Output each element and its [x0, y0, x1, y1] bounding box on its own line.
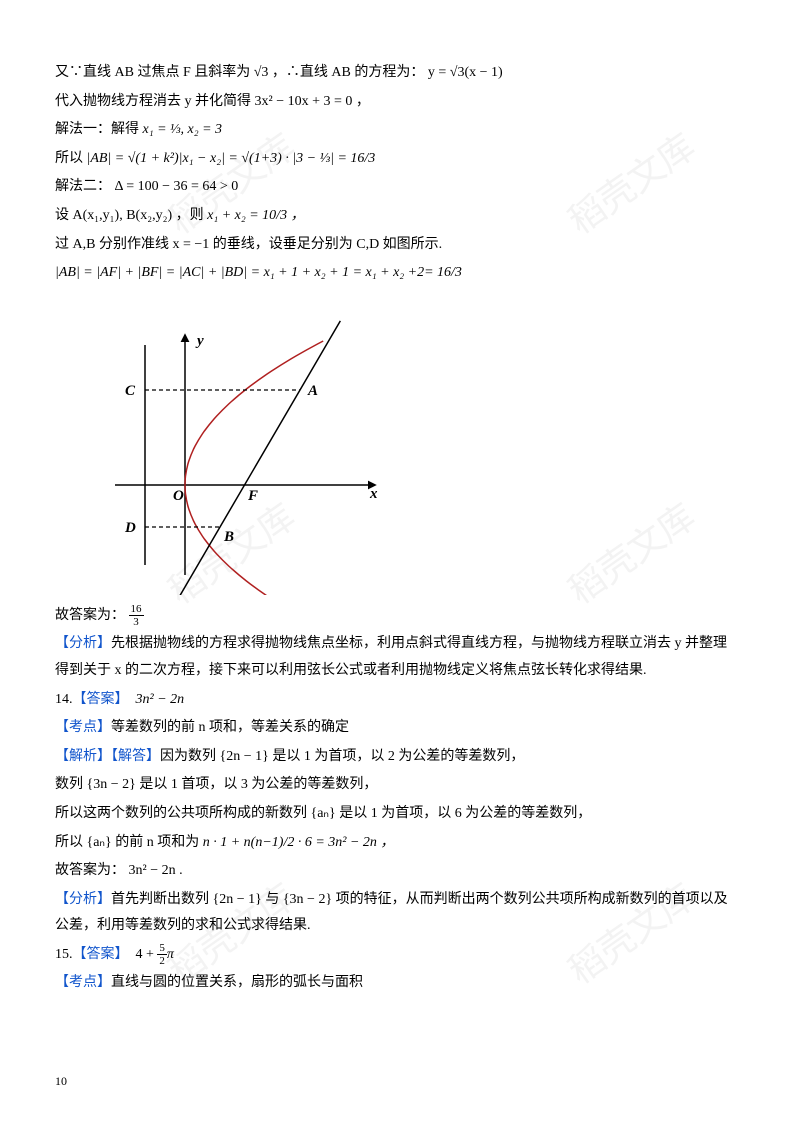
svg-text:F: F: [247, 488, 258, 504]
answer-label: 【答案】: [73, 947, 129, 962]
solution-text: 因为数列 {2n − 1} 是以 1 为首项，以 2 为公差的等差数列，: [160, 749, 524, 764]
q-number: 15.: [55, 947, 73, 962]
text-line: 数列 {3n − 2} 是以 1 首项，以 3 为公差的等差数列，: [55, 772, 739, 799]
frac-num: 16: [129, 603, 144, 616]
analysis-line: 【分析】先根据抛物线的方程求得抛物线焦点坐标，利用点斜式得直线方程，与抛物线方程…: [55, 631, 739, 684]
math-span: |AB| = √(1 + k²)|x₁ − x₂| = √(1+3) · |3 …: [87, 151, 376, 166]
text-line: 代入抛物线方程消去 y 并化简得 3x² − 10x + 3 = 0 ，: [55, 89, 739, 116]
text-line: |AB| = |AF| + |BF| = |AC| + |BD| = x₁ + …: [55, 260, 739, 287]
text-line: 解法二： Δ = 100 − 36 = 64 > 0: [55, 174, 739, 201]
svg-text:A: A: [307, 383, 318, 399]
fraction: 163: [129, 603, 144, 628]
svg-text:x: x: [369, 486, 378, 502]
text-line: 设 A(x₁,y₁), B(x₂,y₂) ，则 x₁ + x₂ = 10/3 ，: [55, 203, 739, 230]
analysis-label: 【分析】: [55, 892, 111, 907]
q-number: 14.: [55, 692, 73, 707]
math-span: x₁ = ⅓, x₂ = 3: [143, 122, 223, 137]
figure-svg: y x O F A B C D: [85, 295, 385, 595]
parabola-figure: y x O F A B C D: [85, 295, 739, 595]
analysis-label: 【分析】: [55, 636, 111, 651]
math-span: x₁ + x₂ = 10/3 ，: [207, 208, 304, 223]
text-line: 故答案为： 3n² − 2n .: [55, 858, 739, 885]
text-line: 所以这两个数列的公共项所构成的新数列 {aₙ} 是以 1 为首项，以 6 为公差…: [55, 801, 739, 828]
analysis-text: 先根据抛物线的方程求得抛物线焦点坐标，利用点斜式得直线方程，与抛物线方程联立消去…: [55, 636, 727, 678]
frac-den: 2: [157, 955, 167, 967]
svg-text:C: C: [125, 383, 136, 399]
text-line: 故答案为： 163: [55, 603, 739, 630]
frac-num: 5: [157, 942, 167, 955]
svg-text:B: B: [223, 529, 234, 545]
text-span: 所以 {aₙ} 的前 n 项和为: [55, 835, 203, 850]
topic-label: 【考点】: [55, 975, 111, 990]
topic-text: 等差数列的前 n 项和，等差关系的确定: [111, 720, 349, 735]
solution-label: 【解析】【解答】: [55, 749, 160, 764]
text-span: 所以: [55, 151, 87, 166]
q14-solution-line: 【解析】【解答】因为数列 {2n − 1} 是以 1 为首项，以 2 为公差的等…: [55, 744, 739, 771]
text-line: 过 A,B 分别作准线 x = −1 的垂线，设垂足分别为 C,D 如图所示.: [55, 232, 739, 259]
q14-analysis-line: 【分析】首先判断出数列 {2n − 1} 与 {3n − 2} 项的特征，从而判…: [55, 887, 739, 940]
text-span: 设 A(x₁,y₁), B(x₂,y₂) ，则: [55, 208, 207, 223]
svg-text:y: y: [195, 333, 204, 349]
text-span: 故答案为：: [55, 608, 129, 623]
text-line: 又∵直线 AB 过焦点 F 且斜率为 √3 ，∴直线 AB 的方程为： y = …: [55, 60, 739, 87]
svg-text:D: D: [124, 520, 136, 536]
fraction: 52: [157, 942, 167, 967]
answer-value: 3n² − 2n: [136, 692, 185, 707]
topic-label: 【考点】: [55, 720, 111, 735]
text-span: 解法一：解得: [55, 122, 143, 137]
pi: π: [167, 947, 174, 962]
text-line: 解法一：解得 x₁ = ⅓, x₂ = 3: [55, 117, 739, 144]
answer-value: 4 +: [136, 947, 158, 962]
svg-text:O: O: [173, 488, 184, 504]
page-number: 10: [55, 1070, 67, 1093]
analysis-text: 首先判断出数列 {2n − 1} 与 {3n − 2} 项的特征，从而判断出两个…: [55, 892, 728, 934]
answer-label: 【答案】: [73, 692, 129, 707]
text-line: 所以 |AB| = √(1 + k²)|x₁ − x₂| = √(1+3) · …: [55, 146, 739, 173]
q15-topic-line: 【考点】直线与圆的位置关系，扇形的弧长与面积: [55, 970, 739, 997]
q14-topic-line: 【考点】等差数列的前 n 项和，等差关系的确定: [55, 715, 739, 742]
math-span: n · 1 + n(n−1)/2 · 6 = 3n² − 2n ，: [203, 835, 395, 850]
frac-den: 3: [129, 616, 144, 628]
text-line: 所以 {aₙ} 的前 n 项和为 n · 1 + n(n−1)/2 · 6 = …: [55, 830, 739, 857]
topic-text: 直线与圆的位置关系，扇形的弧长与面积: [111, 975, 363, 990]
q14-answer-line: 14.【答案】 3n² − 2n: [55, 687, 739, 714]
q15-answer-line: 15.【答案】 4 + 52π: [55, 942, 739, 969]
